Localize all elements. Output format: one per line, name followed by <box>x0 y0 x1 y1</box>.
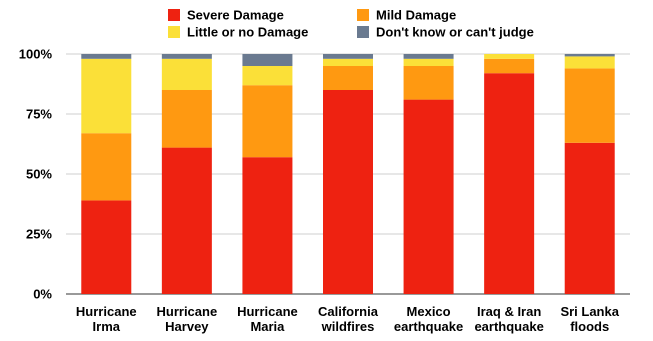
bar-segment-little-or-no-damage <box>161 58 212 90</box>
legend-label: Mild Damage <box>376 8 456 23</box>
x-tick-label: Harvey <box>165 319 209 334</box>
bar-segment-severe-damage <box>403 99 454 294</box>
bar-segment-don-t-know-or-can-t-judge <box>161 54 212 59</box>
x-tick-label: Hurricane <box>237 304 298 319</box>
x-tick-label: earthquake <box>474 319 543 334</box>
bar-segment-little-or-no-damage <box>484 54 535 59</box>
x-tick-label: Sri Lanka <box>560 304 619 319</box>
x-tick-label: Maria <box>250 319 285 334</box>
bar-segment-severe-damage <box>484 73 535 294</box>
bar-segment-mild-damage <box>484 58 535 74</box>
bar-segment-don-t-know-or-can-t-judge <box>81 54 132 59</box>
bar-segment-mild-damage <box>564 68 615 143</box>
x-tick-label: wildfires <box>321 319 375 334</box>
y-tick-label: 75% <box>26 107 52 122</box>
x-tick-label: floods <box>570 319 609 334</box>
legend-swatch <box>168 26 180 38</box>
bar-segment-severe-damage <box>564 142 615 294</box>
bar-segment-little-or-no-damage <box>81 58 132 134</box>
x-tick-label: Irma <box>93 319 121 334</box>
bar-segment-mild-damage <box>323 66 373 90</box>
legend-swatch <box>357 9 369 21</box>
bar-segment-don-t-know-or-can-t-judge <box>403 54 454 59</box>
y-tick-label: 100% <box>19 47 53 62</box>
bar-segment-little-or-no-damage <box>242 66 293 86</box>
bar-segment-little-or-no-damage <box>403 58 454 66</box>
x-axis: HurricaneIrmaHurricaneHarveyHurricaneMar… <box>76 304 620 334</box>
bar-segment-mild-damage <box>161 90 212 148</box>
y-axis: 0% 25% 50% 75% 100% <box>19 47 53 302</box>
bars <box>81 54 615 294</box>
bar-segment-little-or-no-damage <box>564 56 615 69</box>
legend-swatch <box>357 26 369 38</box>
bar-segment-mild-damage <box>242 85 293 158</box>
y-tick-label: 50% <box>26 167 52 182</box>
x-tick-label: California <box>318 304 379 319</box>
bar-segment-don-t-know-or-can-t-judge <box>323 54 373 59</box>
bar-segment-don-t-know-or-can-t-judge <box>242 54 293 66</box>
legend-swatch <box>168 9 180 21</box>
y-tick-label: 25% <box>26 227 52 242</box>
bar-segment-mild-damage <box>81 133 132 201</box>
legend: Severe Damage Mild Damage Little or no Dam… <box>168 8 534 40</box>
bar-segment-severe-damage <box>242 157 293 294</box>
bar-segment-severe-damage <box>323 90 373 294</box>
x-tick-label: Iraq & Iran <box>477 304 541 319</box>
legend-label: Severe Damage <box>187 8 284 23</box>
bar-segment-severe-damage <box>161 147 212 294</box>
bar-segment-don-t-know-or-can-t-judge <box>564 54 615 57</box>
bar-segment-little-or-no-damage <box>323 58 373 66</box>
legend-label: Little or no Damage <box>187 25 308 40</box>
x-tick-label: Mexico <box>407 304 451 319</box>
x-tick-label: Hurricane <box>157 304 218 319</box>
bar-segment-severe-damage <box>81 200 132 294</box>
bar-segment-mild-damage <box>403 66 454 100</box>
legend-label: Don't know or can't judge <box>376 25 534 40</box>
x-tick-label: Hurricane <box>76 304 137 319</box>
x-tick-label: earthquake <box>394 319 463 334</box>
y-tick-label: 0% <box>33 287 52 302</box>
